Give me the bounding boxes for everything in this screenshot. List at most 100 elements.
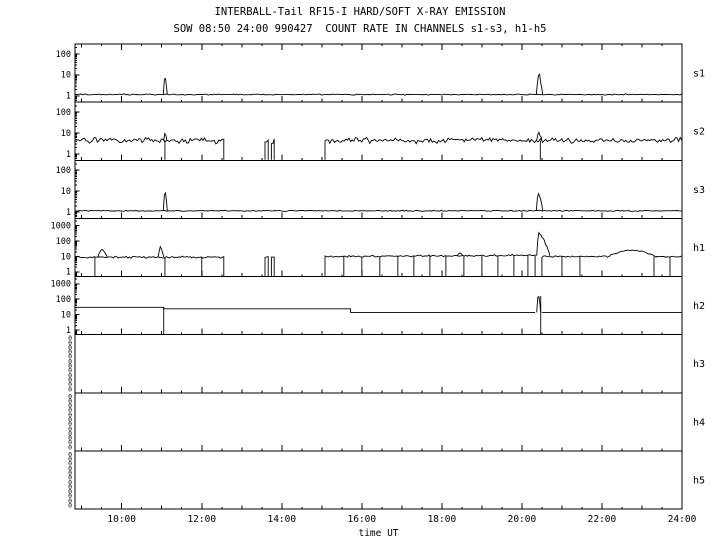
y-tick-zero-label: 0 xyxy=(68,429,72,437)
series-segment-h1 xyxy=(541,255,609,276)
panel-label-h4: h4 xyxy=(693,417,705,428)
y-tick-zero-label: 0 xyxy=(68,469,72,477)
series-segment-s2 xyxy=(264,138,269,160)
x-tick-label: 10:00 xyxy=(107,514,136,525)
series-segment-h1 xyxy=(74,255,225,276)
y-tick-label: 1 xyxy=(66,208,71,218)
series-spike-h1 xyxy=(456,252,464,257)
panel-frame-s1 xyxy=(74,43,683,103)
series-segment-s2 xyxy=(324,136,683,160)
y-tick-zero-label: 0 xyxy=(68,474,72,482)
x-tick-label: 22:00 xyxy=(588,514,617,525)
y-tick-label: 100 xyxy=(56,108,71,118)
chart-title: INTERBALL-Tail RF15-I HARD/SOFT X-RAY EM… xyxy=(214,6,506,18)
y-tick-zero-label: 0 xyxy=(68,488,72,496)
series-spike-s1 xyxy=(162,77,168,95)
series-segment-s1 xyxy=(74,93,683,96)
y-tick-zero-label: 0 xyxy=(68,392,72,400)
series-segment-s2 xyxy=(270,138,275,160)
panel-frame-h5 xyxy=(74,450,683,510)
x-tick-label: 18:00 xyxy=(428,514,457,525)
x-axis-label: time UT xyxy=(358,528,398,539)
panel-frame-h3 xyxy=(74,334,683,394)
x-tick-label: 12:00 xyxy=(187,514,216,525)
panel-label-s2: s2 xyxy=(693,127,705,138)
series-spike-s2 xyxy=(536,130,543,141)
y-tick-label: 10 xyxy=(61,252,71,262)
y-tick-zero-label: 0 xyxy=(68,334,72,342)
panel-frame-h2 xyxy=(74,276,683,336)
panel-label-h2: h2 xyxy=(693,301,705,312)
panel-frame-s3 xyxy=(74,159,683,219)
y-tick-zero-label: 0 xyxy=(68,348,72,356)
x-tick-label: 24:00 xyxy=(668,514,697,525)
panel-frame-h1 xyxy=(74,217,683,278)
series-segment-h1 xyxy=(264,256,269,276)
y-tick-zero-label: 0 xyxy=(68,425,72,433)
panel-label-s3: s3 xyxy=(693,185,705,196)
series-steps-h2 xyxy=(75,306,682,313)
series-spike-h2 xyxy=(536,295,542,313)
y-tick-label: 100 xyxy=(56,50,71,60)
y-tick-label: 10 xyxy=(61,71,71,81)
y-tick-zero-label: 0 xyxy=(68,411,72,419)
y-tick-zero-label: 0 xyxy=(68,478,72,486)
series-spike-s2 xyxy=(163,132,168,141)
y-tick-zero-label: 0 xyxy=(68,406,72,414)
y-tick-zero-label: 0 xyxy=(68,362,72,370)
y-tick-zero-label: 0 xyxy=(68,483,72,491)
series-segment-h1 xyxy=(655,255,683,258)
series-segment-s3 xyxy=(74,209,683,212)
y-tick-zero-label: 0 xyxy=(68,415,72,423)
y-tick-label: 10 xyxy=(61,310,71,320)
y-tick-label: 10 xyxy=(61,187,71,197)
y-tick-zero-label: 0 xyxy=(68,439,72,447)
series-segment-h1 xyxy=(270,256,275,276)
panel-label-h3: h3 xyxy=(693,359,705,370)
panel-frame-h4 xyxy=(74,392,683,452)
chart-subtitle: SOW 08:50 24:00 990427 COUNT RATE IN CHA… xyxy=(173,23,547,35)
y-tick-zero-label: 0 xyxy=(68,455,72,463)
y-tick-zero-label: 0 xyxy=(68,497,72,505)
x-tick-label: 14:00 xyxy=(267,514,296,525)
series-spike-s3 xyxy=(535,192,544,211)
y-tick-label: 100 xyxy=(56,237,71,247)
y-tick-zero-label: 0 xyxy=(68,492,72,500)
y-tick-zero-label: 0 xyxy=(68,367,72,375)
y-tick-zero-label: 0 xyxy=(68,402,72,410)
panel-label-s1: s1 xyxy=(693,69,705,80)
y-tick-zero-label: 0 xyxy=(68,464,72,472)
y-tick-zero-label: 0 xyxy=(68,343,72,351)
y-tick-zero-label: 0 xyxy=(68,460,72,468)
y-tick-zero-label: 0 xyxy=(68,339,72,347)
series-segment-h1 xyxy=(607,249,657,258)
y-tick-label: 1 xyxy=(66,268,71,278)
y-tick-label: 1 xyxy=(66,326,71,336)
x-tick-label: 16:00 xyxy=(348,514,377,525)
panel-frame-s2 xyxy=(74,101,683,161)
y-tick-label: 1000 xyxy=(51,280,71,290)
y-tick-zero-label: 0 xyxy=(68,353,72,361)
y-tick-zero-label: 0 xyxy=(68,420,72,428)
series-segment-h1 xyxy=(324,253,536,276)
panel-label-h1: h1 xyxy=(693,243,705,254)
x-tick-label: 20:00 xyxy=(508,514,537,525)
y-tick-zero-label: 0 xyxy=(68,381,72,389)
series-spike-h1 xyxy=(97,248,108,258)
y-tick-label: 1000 xyxy=(51,222,71,232)
series-spike-s3 xyxy=(162,191,168,211)
y-tick-zero-label: 0 xyxy=(68,397,72,405)
series-segment-s2 xyxy=(74,136,225,160)
y-tick-zero-label: 0 xyxy=(68,357,72,365)
y-tick-label: 100 xyxy=(56,295,71,305)
y-tick-zero-label: 0 xyxy=(68,443,72,451)
y-tick-label: 1 xyxy=(66,92,71,102)
y-tick-zero-label: 0 xyxy=(68,434,72,442)
y-tick-zero-label: 0 xyxy=(68,450,72,458)
y-tick-zero-label: 0 xyxy=(68,385,72,393)
y-tick-label: 100 xyxy=(56,166,71,176)
y-tick-zero-label: 0 xyxy=(68,376,72,384)
y-tick-zero-label: 0 xyxy=(68,371,72,379)
